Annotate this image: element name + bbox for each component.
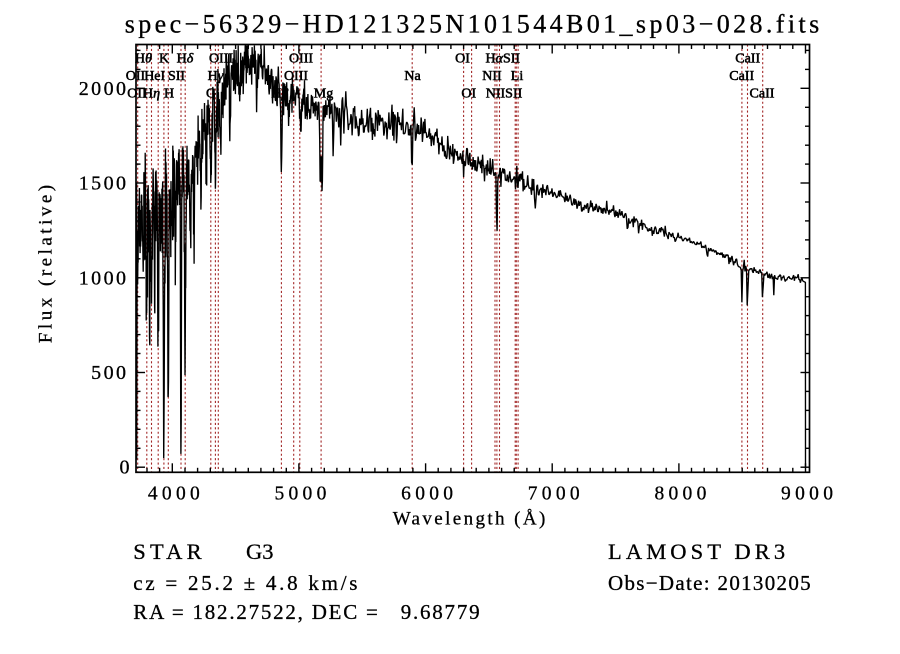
svg-text:CaII: CaII <box>750 87 775 102</box>
svg-text:STAR: STAR <box>133 539 206 564</box>
svg-text:7000: 7000 <box>528 484 584 505</box>
svg-text:9000: 9000 <box>781 484 837 505</box>
svg-text:CaII: CaII <box>729 69 754 84</box>
svg-text:Wavelength (Å): Wavelength (Å) <box>393 509 548 530</box>
svg-text:OIII: OIII <box>209 52 233 67</box>
svg-text:Obs−Date: 20130205: Obs−Date: 20130205 <box>608 571 812 595</box>
svg-text:CaII: CaII <box>735 52 760 67</box>
svg-text:Hδ: Hδ <box>177 52 194 67</box>
svg-text:Hη: Hη <box>143 87 160 102</box>
svg-text:5000: 5000 <box>274 484 330 505</box>
svg-text:H: H <box>164 87 174 102</box>
svg-text:Hγ: Hγ <box>208 69 224 84</box>
svg-text:6000: 6000 <box>401 484 457 505</box>
svg-text:Hθ: Hθ <box>135 52 152 67</box>
svg-text:cz = 25.2 ± 4.8 km/s: cz = 25.2 ± 4.8 km/s <box>133 571 360 595</box>
svg-text:G3: G3 <box>246 539 274 564</box>
svg-text:G: G <box>206 87 216 102</box>
svg-text:1000: 1000 <box>79 267 129 289</box>
svg-text:SII: SII <box>168 69 185 84</box>
svg-text:HeI: HeI <box>144 69 165 84</box>
svg-text:OII: OII <box>127 87 147 102</box>
svg-text:OI: OI <box>461 87 476 102</box>
svg-text:NIISII: NIISII <box>486 87 523 102</box>
svg-text:RA = 182.27522, DEC = 9.6877: RA = 182.27522, DEC = 9.68779 <box>133 600 481 624</box>
svg-text:Na: Na <box>404 69 421 84</box>
svg-text:1500: 1500 <box>79 173 129 195</box>
svg-text:OI: OI <box>455 52 470 67</box>
svg-text:spec−56329−HD121325N101544B01_: spec−56329−HD121325N101544B01_sp03−028.f… <box>125 10 823 39</box>
svg-text:LAMOST DR3: LAMOST DR3 <box>608 539 789 564</box>
svg-text:4000: 4000 <box>148 484 204 505</box>
svg-text:OIII: OIII <box>289 52 313 67</box>
svg-text:Hβ: Hβ <box>271 87 288 102</box>
svg-text:500: 500 <box>91 362 128 384</box>
svg-text:OII: OII <box>126 69 146 84</box>
svg-text:HαSII: HαSII <box>485 52 520 67</box>
svg-text:OIII: OIII <box>284 69 308 84</box>
svg-text:Flux (relative): Flux (relative) <box>36 181 57 343</box>
svg-text:0: 0 <box>120 456 130 478</box>
svg-text:Mg: Mg <box>314 87 333 102</box>
svg-text:2000: 2000 <box>79 78 129 100</box>
svg-text:NII: NII <box>482 69 502 84</box>
svg-text:Li: Li <box>511 69 524 84</box>
svg-text:8000: 8000 <box>654 484 710 505</box>
svg-text:K: K <box>159 52 169 67</box>
